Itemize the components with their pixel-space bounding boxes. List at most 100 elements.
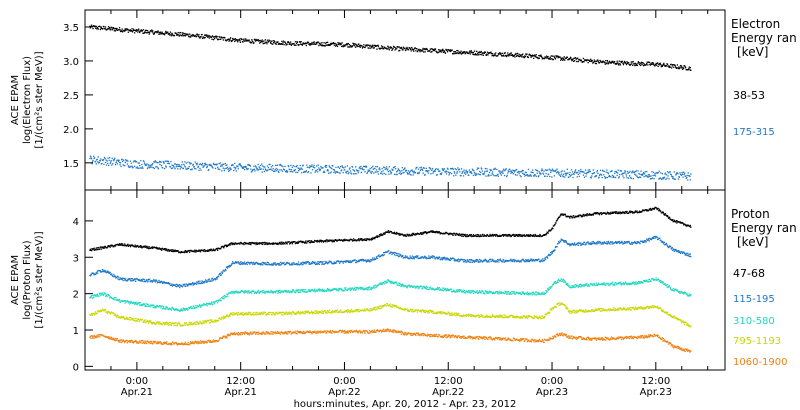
- point-38-53-1124: [672, 64, 674, 66]
- point-115-195-582: [391, 253, 393, 256]
- point-115-195-525: [361, 258, 364, 261]
- point-47-68-819: [514, 234, 516, 236]
- point-175-315-796: [502, 172, 504, 174]
- point-47-68-1030: [623, 211, 626, 213]
- point-47-68-558: [378, 233, 381, 236]
- point-47-68-120: [151, 246, 153, 248]
- point-175-315-78: [129, 160, 132, 162]
- point-115-195-249: [218, 273, 220, 276]
- point-115-195-566: [383, 252, 385, 254]
- point-310-580-27: [103, 293, 105, 295]
- point-175-315-696: [450, 168, 452, 170]
- point-175-315-482: [339, 172, 341, 174]
- point-115-195-196: [191, 284, 193, 286]
- point-47-68-408: [301, 241, 303, 243]
- point-47-68-39: [109, 246, 111, 248]
- point-175-315-747: [477, 167, 479, 169]
- point-115-195-602: [401, 255, 403, 258]
- point-175-315-201: [193, 166, 195, 168]
- point-175-315-779: [493, 175, 495, 177]
- point-175-315-398: [295, 166, 298, 168]
- point-115-195-666: [434, 258, 437, 260]
- point-115-195-1107: [663, 241, 666, 243]
- point-175-315-976: [595, 175, 598, 177]
- point-175-315-97: [139, 167, 141, 169]
- point-115-195-205: [195, 283, 197, 285]
- point-115-195-995: [605, 242, 607, 245]
- point-175-315-392: [292, 165, 294, 167]
- point-115-195-687: [445, 257, 448, 259]
- point-175-315-463: [329, 172, 331, 174]
- point-115-195-497: [347, 260, 349, 262]
- point-175-315-854: [532, 172, 534, 174]
- point-47-68-1088: [653, 207, 656, 210]
- point-38-53-371: [281, 43, 284, 45]
- point-38-53-1142: [681, 68, 684, 70]
- point-175-315-304: [247, 164, 249, 166]
- point-310-580-17: [98, 295, 100, 297]
- point-175-315-3: [90, 158, 93, 160]
- point-38-53-742: [474, 53, 476, 56]
- point-38-53-755: [481, 54, 483, 56]
- point-115-195-441: [318, 261, 320, 263]
- point-38-53-252: [220, 38, 222, 40]
- point-115-195-1130: [675, 250, 677, 252]
- point-175-315-1102: [661, 178, 663, 180]
- point-47-68-934: [574, 217, 576, 219]
- point-175-315-632: [417, 172, 419, 174]
- point-115-195-517: [357, 260, 359, 263]
- point-175-315-1013: [615, 176, 617, 179]
- point-115-195-217: [201, 282, 204, 284]
- point-310-580-185: [185, 307, 187, 310]
- point-38-53-823: [516, 54, 518, 56]
- point-115-195-849: [529, 260, 532, 262]
- point-38-53-525: [361, 47, 364, 49]
- point-38-53-779: [493, 54, 495, 57]
- point-38-53-39: [109, 29, 111, 31]
- point-38-53-312: [251, 39, 253, 41]
- point-47-68-722: [464, 234, 466, 237]
- point-175-315-1146: [684, 172, 686, 174]
- point-310-580-68: [124, 302, 126, 304]
- point-175-315-820: [514, 174, 517, 176]
- point-47-68-867: [539, 233, 541, 236]
- point-115-195-290: [239, 263, 242, 266]
- point-38-53-591: [396, 48, 398, 50]
- point-175-315-636: [419, 166, 421, 169]
- point-47-68-1096: [658, 210, 660, 212]
- point-38-53-987: [601, 61, 603, 64]
- point-38-53-146: [165, 30, 167, 33]
- point-47-68-104: [143, 246, 145, 248]
- point-175-315-775: [491, 172, 493, 175]
- point-38-53-220: [203, 37, 205, 39]
- point-47-68-692: [448, 233, 450, 236]
- point-310-580-110: [146, 305, 148, 307]
- point-38-53-461: [328, 43, 330, 46]
- point-115-195-840: [525, 259, 527, 261]
- point-38-53-1094: [657, 62, 659, 64]
- point-115-195-625: [413, 258, 415, 260]
- point-175-315-621: [411, 169, 413, 171]
- point-175-315-927: [570, 174, 572, 176]
- point-175-315-1078: [648, 174, 650, 176]
- point-47-68-1038: [628, 212, 630, 214]
- point-175-315-120: [151, 164, 153, 166]
- point-175-315-1039: [628, 171, 630, 174]
- point-47-68-1151: [686, 225, 688, 227]
- point-115-195-1065: [642, 241, 644, 243]
- point-47-68-1063: [640, 211, 643, 213]
- point-47-68-1034: [625, 212, 628, 214]
- point-175-315-1029: [623, 177, 625, 179]
- point-38-53-662: [432, 49, 435, 52]
- point-38-53-681: [442, 51, 444, 53]
- point-38-53-372: [282, 42, 284, 44]
- point-175-315-833: [521, 169, 523, 172]
- point-47-68-986: [601, 213, 603, 216]
- point-115-195-79: [130, 280, 132, 282]
- point-47-68-245: [216, 248, 218, 250]
- point-47-68-418: [306, 242, 308, 244]
- point-47-68-777: [492, 235, 494, 237]
- point-115-195-1044: [631, 241, 633, 243]
- point-175-315-1073: [646, 170, 648, 173]
- point-47-68-538: [368, 239, 370, 241]
